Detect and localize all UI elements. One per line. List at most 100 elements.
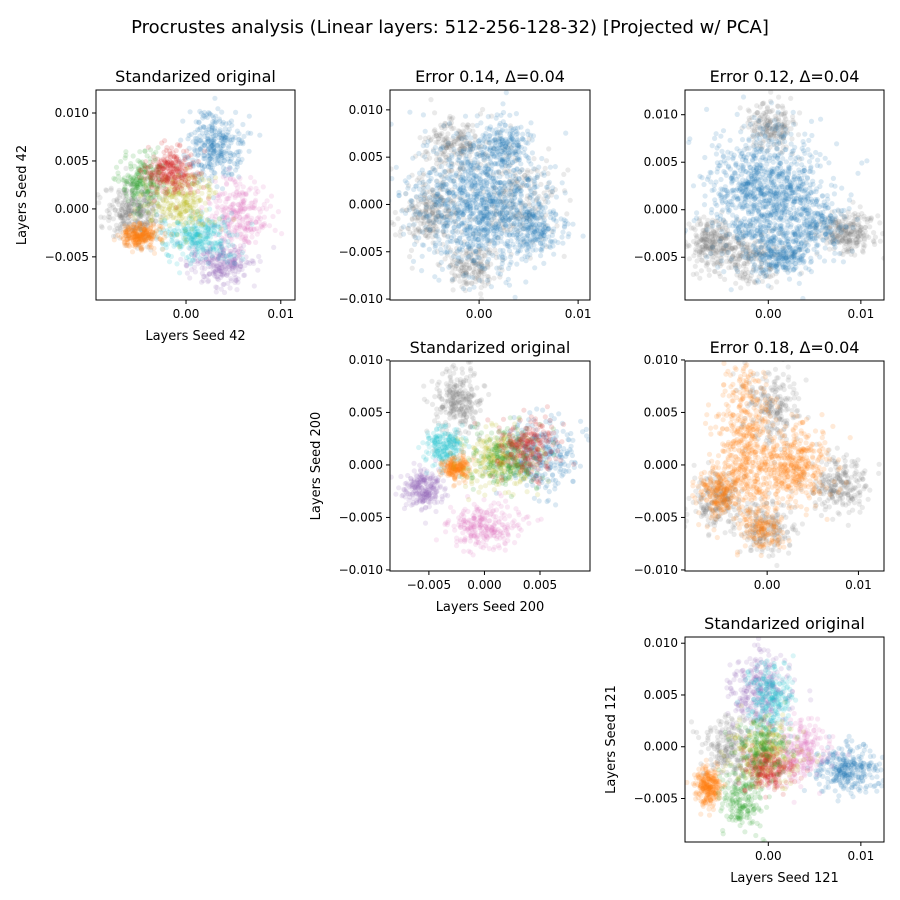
- point-pink: [218, 228, 224, 235]
- point-blue: [481, 207, 487, 213]
- point-red: [182, 166, 188, 172]
- point-purple: [207, 260, 213, 266]
- point-blue: [482, 265, 488, 272]
- point-blue: [496, 136, 502, 143]
- point-pink: [259, 225, 265, 231]
- point-red: [181, 173, 187, 179]
- point-purple: [239, 266, 245, 272]
- point-blue: [521, 242, 527, 248]
- point-blue: [202, 156, 208, 162]
- point-olive: [176, 213, 182, 219]
- point-green: [136, 177, 142, 183]
- point-blue: [532, 175, 538, 182]
- point-blue: [467, 197, 473, 203]
- point-gray: [460, 271, 466, 277]
- panel-p00: 0.00 0.01−0.0050.0000.0050.010Standarized…: [15, 67, 296, 344]
- point-blue: [478, 191, 484, 197]
- point-pink: [219, 204, 225, 210]
- point-gray: [128, 196, 134, 202]
- point-gray: [491, 190, 498, 196]
- point-blue: [220, 119, 226, 125]
- point-green: [122, 155, 128, 161]
- point-gray: [729, 254, 736, 260]
- point-cyan: [205, 239, 211, 245]
- point-blue: [491, 178, 497, 185]
- point-cyan: [193, 232, 199, 238]
- point-olive: [196, 207, 202, 213]
- point-blue: [534, 195, 541, 201]
- point-blue: [536, 210, 542, 216]
- point-blue: [192, 173, 198, 179]
- point-blue: [468, 210, 474, 216]
- point-red: [165, 165, 171, 171]
- point-blue: [462, 227, 468, 233]
- point-cyan: [216, 232, 222, 238]
- point-gray: [119, 204, 125, 210]
- point-blue: [513, 222, 520, 228]
- point-cyan: [182, 226, 188, 232]
- point-blue: [471, 257, 477, 263]
- point-gray: [144, 202, 150, 208]
- point-purple: [222, 259, 228, 265]
- point-olive: [167, 194, 174, 200]
- point-gray: [713, 248, 719, 254]
- point-gray: [453, 250, 459, 256]
- point-olive: [186, 219, 192, 225]
- point-cyan: [177, 245, 183, 251]
- point-blue: [438, 172, 444, 178]
- point-blue: [502, 182, 508, 188]
- point-gray: [449, 142, 455, 148]
- point-olive: [163, 215, 169, 221]
- point-green: [141, 166, 147, 172]
- point-purple: [220, 246, 226, 252]
- point-gray: [430, 240, 436, 246]
- point-olive: [170, 214, 177, 220]
- point-gray: [423, 214, 429, 220]
- point-gray: [417, 211, 423, 217]
- point-blue: [484, 169, 490, 175]
- point-blue: [512, 202, 519, 208]
- point-blue: [546, 179, 553, 185]
- point-gray: [445, 206, 452, 212]
- point-cyan: [203, 233, 209, 239]
- point-blue: [469, 257, 475, 264]
- point-blue: [469, 146, 475, 152]
- point-blue: [464, 159, 471, 165]
- point-gray: [446, 115, 453, 122]
- point-blue: [420, 143, 426, 149]
- point-cyan: [192, 231, 198, 237]
- point-blue: [188, 131, 194, 137]
- point-gray: [122, 209, 128, 215]
- point-blue: [459, 160, 465, 166]
- point-gray: [140, 186, 147, 192]
- point-pink: [243, 214, 249, 220]
- point-pink: [199, 204, 205, 211]
- point-gray: [143, 211, 149, 217]
- point-orange: [122, 233, 128, 239]
- point-blue: [217, 151, 223, 157]
- point-gray: [114, 229, 120, 235]
- point-olive: [148, 217, 154, 224]
- point-gray: [478, 262, 484, 268]
- point-gray: [497, 216, 503, 222]
- point-gray: [146, 199, 152, 205]
- point-blue: [225, 132, 231, 138]
- point-red: [167, 168, 173, 174]
- point-blue: [207, 152, 213, 158]
- point-gray: [475, 275, 481, 281]
- point-pink: [225, 221, 231, 227]
- point-orange: [142, 226, 148, 233]
- point-blue: [482, 213, 488, 219]
- point-red: [158, 168, 164, 174]
- point-gray: [157, 204, 163, 210]
- point-gray: [127, 201, 133, 207]
- point-blue: [459, 257, 465, 263]
- point-blue: [518, 144, 524, 150]
- point-blue: [550, 208, 557, 214]
- point-green: [153, 149, 159, 155]
- point-blue: [209, 127, 215, 134]
- point-cyan: [196, 249, 202, 255]
- point-blue: [489, 127, 495, 133]
- point-blue: [455, 210, 461, 216]
- point-gray: [136, 205, 142, 211]
